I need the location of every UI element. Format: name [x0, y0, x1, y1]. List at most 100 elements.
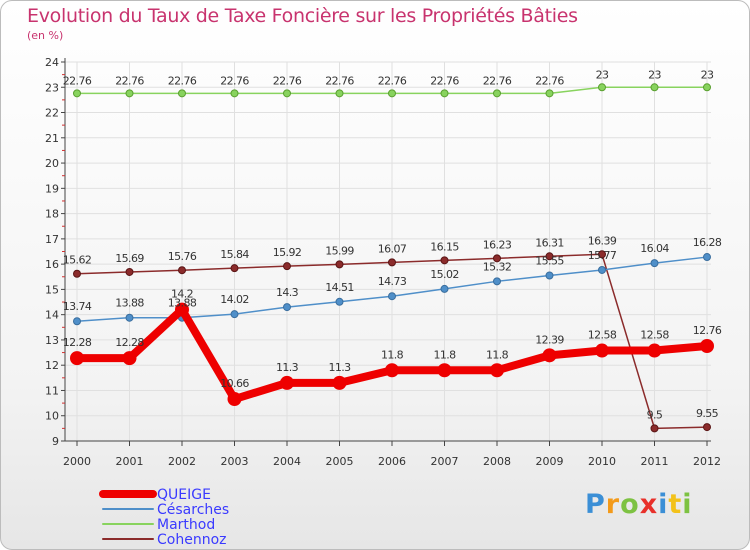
data-label: 16.15 [430, 240, 459, 253]
logo-letter: P [585, 489, 606, 520]
data-point-2 [493, 89, 501, 98]
data-label: 23 [648, 68, 661, 81]
logo-letter: o [620, 489, 640, 520]
data-point-3 [703, 423, 711, 432]
data-point-1 [598, 265, 606, 274]
data-point-0 [437, 363, 452, 378]
legend-label: QUEIGE [157, 487, 211, 503]
x-tick-label: 2002 [168, 455, 196, 468]
data-point-2 [178, 89, 186, 98]
data-point-0 [70, 351, 84, 366]
data-label: 11.8 [486, 348, 509, 361]
y-tick-label: 15 [45, 283, 59, 296]
data-label: 11.8 [381, 348, 404, 361]
data-point-2 [545, 89, 554, 98]
data-point-2 [230, 89, 239, 98]
data-label: 16.23 [483, 238, 512, 251]
data-label: 15.84 [220, 248, 249, 261]
y-tick-label: 16 [45, 258, 59, 271]
logo-letter: r [605, 489, 621, 520]
y-tick-label: 13 [45, 334, 59, 347]
data-point-1 [493, 277, 501, 286]
data-point-1 [125, 313, 134, 322]
data-label: 15.99 [325, 244, 354, 257]
data-point-0 [490, 363, 504, 378]
data-label: 12.58 [588, 329, 617, 342]
x-tick-label: 2000 [63, 455, 91, 468]
data-label: 22.76 [115, 74, 144, 87]
data-point-0 [175, 302, 189, 317]
data-point-0 [595, 343, 609, 358]
data-point-1 [73, 317, 81, 326]
data-label: 22.76 [535, 74, 564, 87]
x-tick-label: 2005 [326, 455, 354, 468]
proxiti-logo: Proxiti [585, 489, 693, 520]
x-tick-label: 2010 [588, 455, 616, 468]
data-point-1 [335, 297, 344, 306]
data-point-1 [283, 303, 291, 312]
data-point-2 [283, 89, 291, 98]
data-point-2 [73, 89, 81, 98]
data-point-1 [703, 253, 711, 262]
data-label: 15.55 [535, 255, 564, 268]
data-label: 23 [701, 68, 714, 81]
x-tick-label: 2007 [431, 455, 459, 468]
data-point-1 [650, 259, 659, 268]
data-point-0 [332, 375, 347, 390]
data-point-3 [598, 250, 606, 259]
data-label: 9.55 [696, 407, 719, 420]
data-point-2 [703, 83, 711, 92]
data-label: 22.76 [378, 74, 407, 87]
y-tick-label: 24 [45, 56, 59, 69]
data-point-3 [125, 267, 134, 276]
y-tick-label: 18 [45, 208, 59, 221]
data-label: 22.76 [430, 74, 459, 87]
data-point-2 [125, 89, 134, 98]
y-tick-label: 21 [45, 132, 59, 145]
legend-label: Marthod [157, 517, 215, 533]
data-point-1 [230, 310, 239, 319]
x-tick-label: 2008 [483, 455, 511, 468]
data-label: 12.76 [693, 324, 722, 337]
data-label: 10.66 [220, 377, 249, 390]
data-point-2 [440, 89, 449, 98]
data-label: 16.07 [378, 242, 407, 255]
y-tick-label: 10 [45, 410, 59, 423]
x-tick-label: 2006 [378, 455, 406, 468]
data-label: 9.5 [647, 408, 663, 421]
x-tick-label: 2004 [273, 455, 301, 468]
data-point-0 [542, 348, 557, 363]
data-point-3 [650, 424, 659, 433]
data-label: 14.3 [276, 286, 299, 299]
x-tick-label: 2009 [536, 455, 564, 468]
data-label: 15.92 [273, 246, 302, 259]
data-point-1 [545, 271, 554, 280]
y-tick-label: 11 [45, 384, 59, 397]
y-tick-label: 14 [45, 309, 59, 322]
data-label: 11.8 [433, 348, 456, 361]
x-tick-label: 2003 [221, 455, 249, 468]
data-point-2 [388, 89, 396, 98]
data-label: 14.2 [171, 288, 193, 301]
data-label: 22.76 [63, 74, 92, 87]
data-label: 14.02 [220, 293, 249, 306]
data-label: 16.04 [640, 242, 669, 255]
data-label: 15.69 [115, 252, 144, 265]
data-label: 12.28 [63, 336, 92, 349]
data-label: 15.77 [588, 249, 617, 262]
data-label: 12.58 [640, 329, 669, 342]
logo-letter: t [668, 489, 683, 520]
data-point-2 [335, 89, 344, 98]
y-tick-label: 22 [45, 107, 59, 120]
data-point-3 [283, 262, 291, 271]
y-tick-label: 12 [45, 359, 59, 372]
x-tick-label: 2001 [116, 455, 144, 468]
data-label: 22.76 [273, 74, 302, 87]
chart-title: Evolution du Taux de Taxe Foncière sur l… [27, 5, 578, 27]
data-label: 16.39 [588, 234, 617, 247]
data-label: 22.76 [220, 74, 249, 87]
data-point-3 [388, 258, 396, 267]
data-point-1 [388, 292, 396, 301]
data-point-0 [122, 351, 137, 366]
